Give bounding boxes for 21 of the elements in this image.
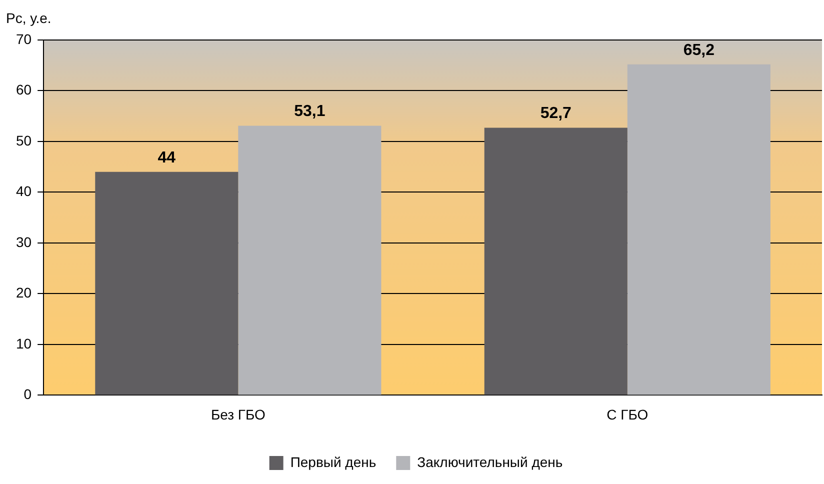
- y-tick-label: 20: [16, 284, 32, 301]
- data-label: 44: [158, 149, 176, 166]
- x-tick-label: Без ГБО: [210, 406, 266, 422]
- legend-label: Первый день: [290, 454, 376, 470]
- y-tick-label: 50: [16, 132, 32, 148]
- legend-label: Заключительный день: [417, 454, 563, 470]
- y-tick-label: 0: [24, 386, 32, 402]
- bar: [484, 128, 628, 395]
- bar: [95, 172, 238, 395]
- y-axis-title: Рс, у.е.: [6, 10, 52, 26]
- y-tick-label: 60: [16, 82, 32, 98]
- y-tick-label: 70: [16, 30, 32, 47]
- data-label: 52,7: [540, 105, 572, 122]
- data-label: 65,2: [683, 42, 715, 59]
- bar: [627, 64, 770, 395]
- bar: [238, 126, 382, 395]
- y-tick-label: 10: [16, 335, 32, 352]
- y-tick-label: 40: [16, 183, 32, 200]
- x-tick-label: С ГБО: [606, 406, 648, 422]
- y-tick-label: 30: [16, 234, 32, 250]
- data-label: 53,1: [294, 103, 326, 120]
